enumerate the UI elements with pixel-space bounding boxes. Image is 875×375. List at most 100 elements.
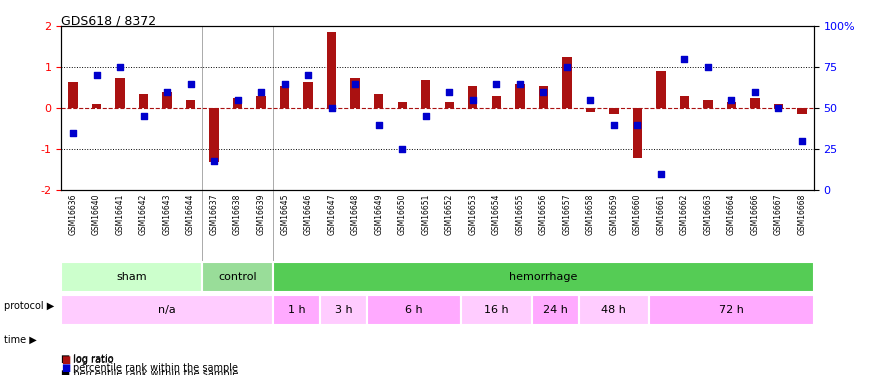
Bar [92,104,102,108]
Point [795,138,809,144]
Point [396,146,410,152]
Text: 24 h: 24 h [542,305,568,315]
Text: GSM16642: GSM16642 [139,194,148,235]
Text: GSM16643: GSM16643 [163,194,172,236]
Bar [797,108,807,114]
Bar [280,86,290,108]
Bar [68,82,78,108]
Text: GSM16654: GSM16654 [492,194,500,236]
Point [513,81,527,87]
Bar [421,80,430,108]
FancyBboxPatch shape [61,262,202,292]
Bar [492,96,501,108]
Text: GSM16653: GSM16653 [468,194,477,236]
Point [325,105,339,111]
Point [372,122,386,128]
Text: GSM16648: GSM16648 [351,194,360,235]
Text: GSM16658: GSM16658 [586,194,595,235]
Text: GSM16662: GSM16662 [680,194,689,235]
Text: GSM16640: GSM16640 [92,194,101,236]
Bar [562,57,571,108]
Bar [256,96,266,108]
Bar [774,104,783,108]
Point [231,97,245,103]
Point [489,81,503,87]
Point [160,89,174,95]
Text: hemorrhage: hemorrhage [509,272,578,282]
Text: 16 h: 16 h [484,305,508,315]
Bar [116,78,125,108]
Bar [351,78,360,108]
Text: GSM16664: GSM16664 [727,194,736,236]
FancyBboxPatch shape [578,295,649,325]
Text: GSM16666: GSM16666 [751,194,760,236]
Point [66,130,80,136]
Text: protocol ▶: protocol ▶ [4,301,54,310]
Point [748,89,762,95]
Point [701,64,715,70]
Point [136,114,150,120]
Point [113,64,127,70]
Bar [704,100,712,108]
Bar [163,92,172,108]
Text: GSM16652: GSM16652 [444,194,454,235]
Point [724,97,738,103]
Bar [468,86,478,108]
Point [772,105,786,111]
Text: GSM16660: GSM16660 [633,194,642,236]
FancyBboxPatch shape [202,262,273,292]
Text: time ▶: time ▶ [4,335,37,345]
Point [442,89,456,95]
Bar [397,102,407,108]
Bar [656,71,666,108]
Point [89,72,103,78]
Point [301,72,315,78]
Text: GSM16656: GSM16656 [539,194,548,236]
Point [536,89,550,95]
Bar [539,86,548,108]
FancyBboxPatch shape [461,295,532,325]
Text: GSM16661: GSM16661 [656,194,665,235]
Bar [209,108,219,162]
Bar [585,108,595,112]
Text: GSM16659: GSM16659 [609,194,619,236]
Text: 3 h: 3 h [334,305,353,315]
Text: GDS618 / 8372: GDS618 / 8372 [61,15,157,28]
Text: ■: ■ [61,363,71,373]
Text: GSM16647: GSM16647 [327,194,336,236]
Bar [374,94,383,108]
Point [254,89,268,95]
Text: GSM16645: GSM16645 [280,194,289,236]
Bar [633,108,642,158]
Text: GSM16641: GSM16641 [116,194,124,235]
Text: GSM16646: GSM16646 [304,194,312,236]
Text: percentile rank within the sample: percentile rank within the sample [73,363,238,373]
Point [630,122,644,128]
Point [277,81,291,87]
Text: control: control [218,272,257,282]
Bar [233,98,242,108]
Bar [304,82,313,108]
FancyBboxPatch shape [532,295,578,325]
Point [677,56,691,62]
FancyBboxPatch shape [273,295,320,325]
Text: GSM16638: GSM16638 [233,194,242,235]
Text: 1 h: 1 h [288,305,305,315]
FancyBboxPatch shape [367,295,461,325]
Bar [680,96,690,108]
Bar [139,94,148,108]
Bar [186,100,195,108]
Bar [727,102,736,108]
Text: 48 h: 48 h [601,305,626,315]
FancyBboxPatch shape [273,262,814,292]
Point [348,81,362,87]
Point [466,97,480,103]
FancyBboxPatch shape [320,295,367,325]
Text: GSM16663: GSM16663 [704,194,712,236]
Point [560,64,574,70]
Bar [515,84,524,108]
Point [419,114,433,120]
FancyBboxPatch shape [649,295,814,325]
Text: GSM16668: GSM16668 [797,194,807,235]
Text: GSM16637: GSM16637 [210,194,219,236]
